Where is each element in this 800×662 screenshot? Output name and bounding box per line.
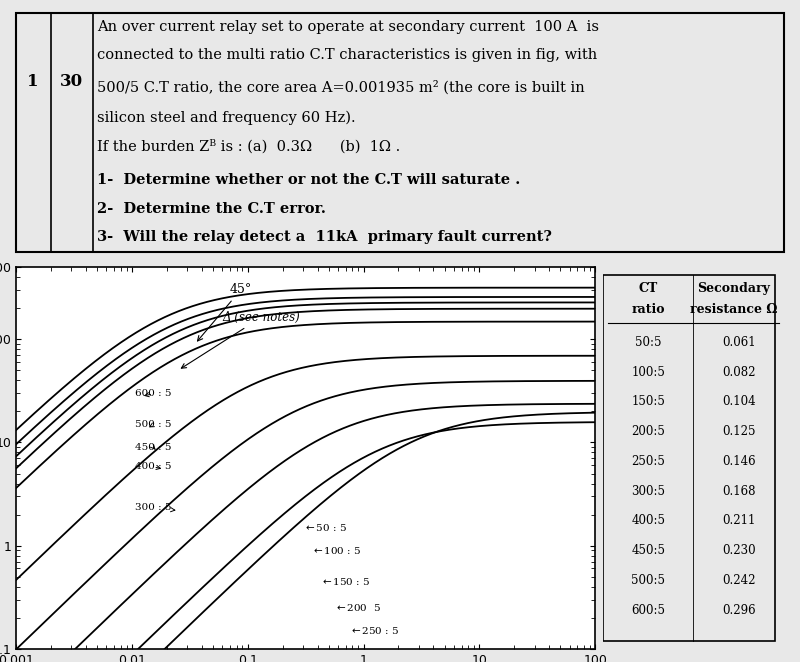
Text: 30: 30 <box>60 73 83 90</box>
Text: 0.104: 0.104 <box>722 395 755 408</box>
Text: 0.146: 0.146 <box>722 455 755 468</box>
Text: 2-  Determine the C.T error.: 2- Determine the C.T error. <box>97 202 326 216</box>
Text: 1-  Determine whether or not the C.T will saturate .: 1- Determine whether or not the C.T will… <box>97 173 520 187</box>
Text: 500/5 C.T ratio, the core area A=0.001935 m² (the core is built in: 500/5 C.T ratio, the core area A=0.00193… <box>97 80 584 95</box>
Text: 500:5: 500:5 <box>631 574 666 587</box>
Text: 0.230: 0.230 <box>722 544 755 557</box>
Text: 100:5: 100:5 <box>631 365 665 379</box>
Text: 300 : 5: 300 : 5 <box>135 503 175 512</box>
Text: $\leftarrow$250 : 5: $\leftarrow$250 : 5 <box>349 625 400 636</box>
Text: 50:5: 50:5 <box>635 336 662 349</box>
Text: Secondary: Secondary <box>697 283 770 295</box>
Text: $\leftarrow$50 : 5: $\leftarrow$50 : 5 <box>303 522 347 533</box>
Text: 0.125: 0.125 <box>722 425 755 438</box>
Text: 0.211: 0.211 <box>722 514 755 528</box>
Text: 450 : 5: 450 : 5 <box>135 443 171 451</box>
Text: $\leftarrow$150 : 5: $\leftarrow$150 : 5 <box>320 576 370 587</box>
Text: $\leftarrow$200  5: $\leftarrow$200 5 <box>334 602 381 613</box>
Text: CT: CT <box>638 283 658 295</box>
Text: 45°: 45° <box>198 283 252 341</box>
Text: Δ (see notes): Δ (see notes) <box>182 311 300 368</box>
Text: 0.242: 0.242 <box>722 574 755 587</box>
Text: 400 : 5: 400 : 5 <box>135 462 171 471</box>
Text: connected to the multi ratio C.T characteristics is given in fig, with: connected to the multi ratio C.T charact… <box>97 48 597 62</box>
Text: 600 : 5: 600 : 5 <box>135 389 171 399</box>
Text: 0.082: 0.082 <box>722 365 755 379</box>
Text: 300:5: 300:5 <box>631 485 666 498</box>
Text: 0.168: 0.168 <box>722 485 755 498</box>
Text: 3-  Will the relay detect a  11kA  primary fault current?: 3- Will the relay detect a 11kA primary … <box>97 230 551 244</box>
Text: 450:5: 450:5 <box>631 544 666 557</box>
Text: 0.061: 0.061 <box>722 336 755 349</box>
Text: 150:5: 150:5 <box>631 395 665 408</box>
Text: 400:5: 400:5 <box>631 514 666 528</box>
Text: resistance Ω: resistance Ω <box>690 303 777 316</box>
Text: $\leftarrow$100 : 5: $\leftarrow$100 : 5 <box>310 545 362 556</box>
Text: If the burden Zᴮ is : (a)  0.3Ω      (b)  1Ω .: If the burden Zᴮ is : (a) 0.3Ω (b) 1Ω . <box>97 140 400 154</box>
Text: 1: 1 <box>27 73 38 90</box>
Text: 500 : 5: 500 : 5 <box>135 420 171 430</box>
Text: An over current relay set to operate at secondary current  100 A  is: An over current relay set to operate at … <box>97 21 598 34</box>
Text: 200:5: 200:5 <box>631 425 665 438</box>
Text: 250:5: 250:5 <box>631 455 665 468</box>
Text: 600:5: 600:5 <box>631 604 666 617</box>
Text: silicon steel and frequency 60 Hz).: silicon steel and frequency 60 Hz). <box>97 111 355 125</box>
Text: ratio: ratio <box>631 303 665 316</box>
Text: 0.296: 0.296 <box>722 604 755 617</box>
